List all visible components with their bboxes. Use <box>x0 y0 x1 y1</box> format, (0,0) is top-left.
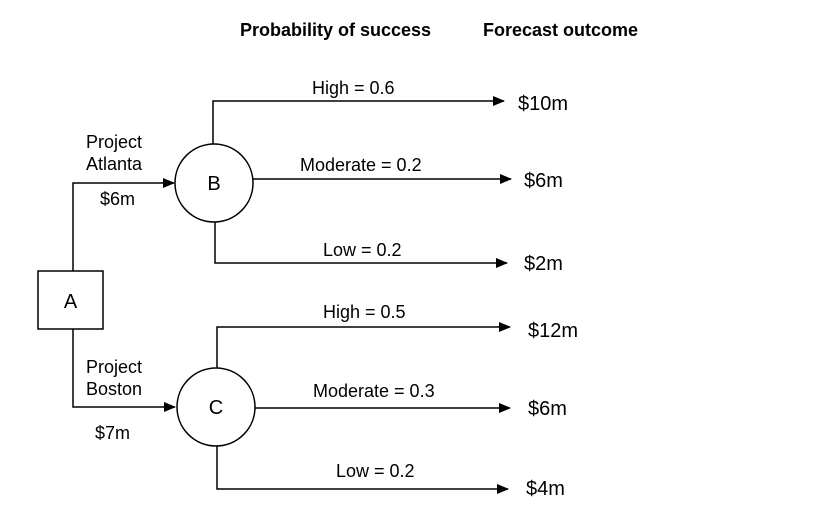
branch-c-high <box>216 322 511 368</box>
chance-node-c: C <box>176 367 256 447</box>
branch-b-low-label: Low = 0.2 <box>323 240 402 260</box>
project-atlanta-label-2: Atlanta <box>86 154 143 174</box>
probability-header: Probability of success <box>240 20 431 40</box>
branch-c-moderate-label: Moderate = 0.3 <box>313 381 435 401</box>
chance-node-c-label: C <box>209 397 223 419</box>
outcome-c-low: $4m <box>526 478 565 500</box>
forecast-header: Forecast outcome <box>483 20 638 40</box>
outcome-b-high: $10m <box>518 93 568 115</box>
chance-node-b: B <box>174 143 254 223</box>
branch-c-high-label: High = 0.5 <box>323 302 406 322</box>
project-boston-cost: $7m <box>95 423 130 443</box>
branch-to-b <box>72 178 175 271</box>
outcome-b-low: $2m <box>524 253 563 275</box>
outcome-c-high: $12m <box>528 320 578 342</box>
project-atlanta-label-1: Project <box>86 132 142 152</box>
branch-c-low <box>216 446 509 494</box>
branch-b-high <box>212 96 505 144</box>
branch-c-low-label: Low = 0.2 <box>336 461 415 481</box>
branch-b-moderate-label: Moderate = 0.2 <box>300 155 422 175</box>
chance-node-b-label: B <box>207 173 220 195</box>
project-boston-label-2: Boston <box>86 379 142 399</box>
decision-node-a: A <box>37 270 104 330</box>
outcome-b-moderate: $6m <box>524 170 563 192</box>
outcome-c-moderate: $6m <box>528 398 567 420</box>
project-atlanta-cost: $6m <box>100 189 135 209</box>
project-boston-label-1: Project <box>86 357 142 377</box>
branch-to-c <box>72 329 176 412</box>
branch-b-high-label: High = 0.6 <box>312 78 395 98</box>
branch-b-low <box>214 222 508 268</box>
decision-node-label: A <box>64 291 78 313</box>
